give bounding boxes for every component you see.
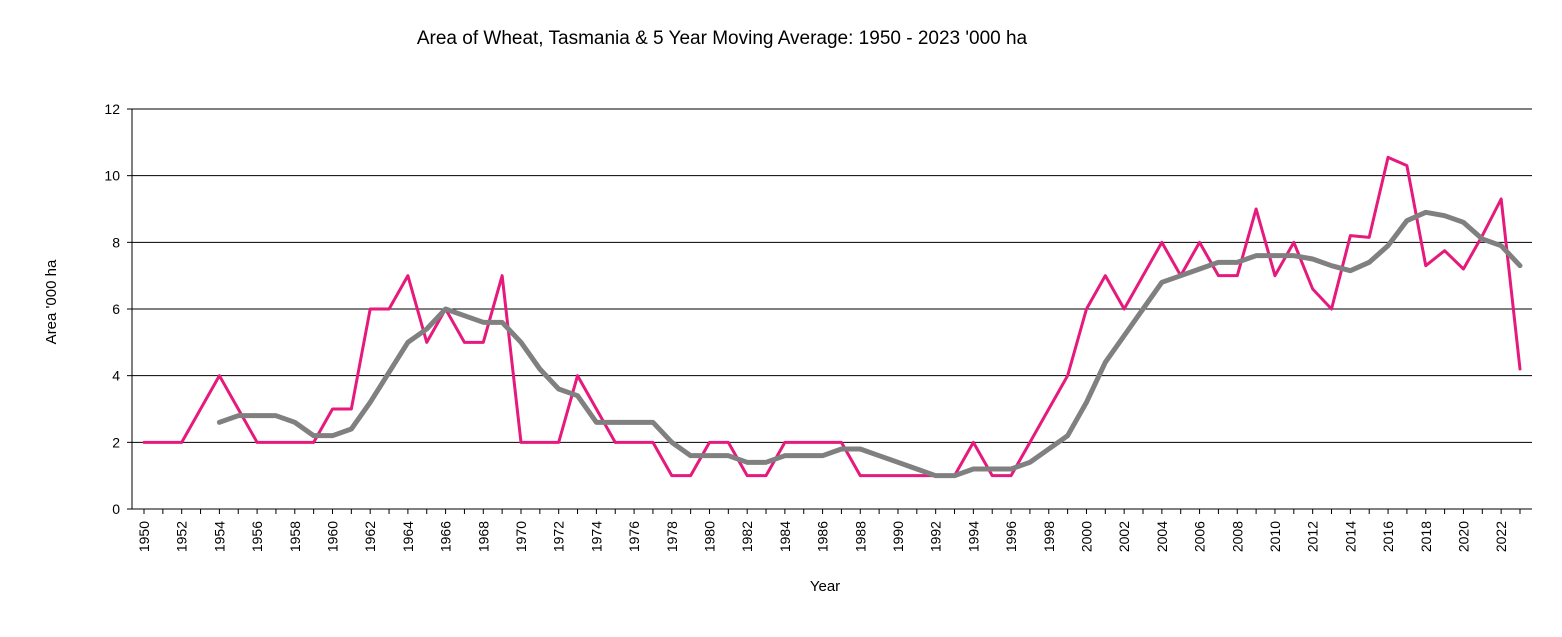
x-tick-label: 1984 [777,521,793,552]
y-tick-label: 6 [112,301,120,317]
y-tick-label: 12 [104,101,120,117]
x-tick-label: 1956 [249,521,265,552]
x-tick-label: 1980 [701,521,717,552]
series-line-area-of-wheat [142,155,1522,478]
x-tick-label: 2018 [1418,521,1434,552]
y-tick-label: 0 [112,501,120,517]
x-tick-label: 1968 [475,521,491,552]
x-tick-label: 1950 [136,521,152,552]
x-axis-label: Year [810,578,840,595]
x-tick-label: 2012 [1305,521,1321,552]
x-tick-label: 1976 [626,521,642,552]
x-tick-label: 1990 [890,521,906,552]
x-tick-label: 1988 [852,521,868,552]
y-tick-label: 4 [112,368,120,384]
y-tick-label: 8 [112,234,120,250]
x-tick-label: 2004 [1154,521,1170,552]
x-tick-label: 1972 [551,521,567,552]
chart-title: Area of Wheat, Tasmania & 5 Year Moving … [417,28,1028,49]
series-lines [142,155,1523,479]
x-tick-label: 1978 [664,521,680,552]
x-tick-label: 2014 [1342,521,1358,552]
x-tick-label: 1994 [965,521,981,552]
y-axis-label: Area '000 ha [43,259,60,344]
y-axis-ticks: 0 2 4 6 8 10 12 [104,101,132,517]
x-tick-label: 1966 [438,521,454,552]
x-tick-label: 1960 [324,521,340,552]
x-tick-label: 1970 [513,521,529,552]
x-tick-label: 2022 [1493,521,1509,552]
x-tick-label: 1958 [287,521,303,552]
x-tick-label: 2016 [1380,521,1396,552]
x-tick-label: 2020 [1455,521,1471,552]
x-tick-label: 1964 [400,521,416,552]
gridlines [132,108,1532,443]
x-tick-label: 1954 [211,521,227,552]
x-tick-label: 1992 [928,521,944,552]
x-tick-label: 1974 [588,521,604,552]
x-tick-label: 1986 [815,521,831,552]
x-tick-label: 2006 [1192,521,1208,552]
x-axis-ticks: 1950 1952 1954 1956 1958 1960 1962 1964 1966 1968… [136,509,1521,552]
x-tick-label: 2010 [1267,521,1283,552]
series-line-moving-average [216,209,1523,479]
x-tick-label: 1982 [739,521,755,552]
x-tick-label: 2008 [1229,521,1245,552]
x-tick-label: 1996 [1003,521,1019,552]
x-tick-label: 1962 [362,521,378,552]
x-tick-label: 2002 [1116,521,1132,552]
x-tick-label: 1952 [174,521,190,552]
y-tick-label: 2 [112,434,120,450]
y-tick-label: 10 [104,168,120,184]
x-tick-label: 1998 [1041,521,1057,552]
x-tick-label: 2000 [1078,521,1094,552]
